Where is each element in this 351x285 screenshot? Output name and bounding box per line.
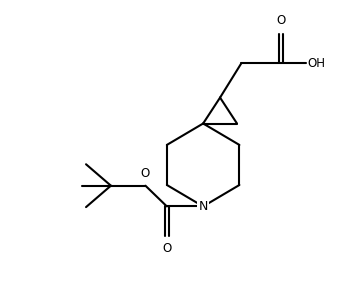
Text: OH: OH <box>308 56 326 70</box>
Text: N: N <box>198 200 208 213</box>
Text: O: O <box>162 242 172 255</box>
Text: O: O <box>141 167 150 180</box>
Text: O: O <box>277 15 286 27</box>
